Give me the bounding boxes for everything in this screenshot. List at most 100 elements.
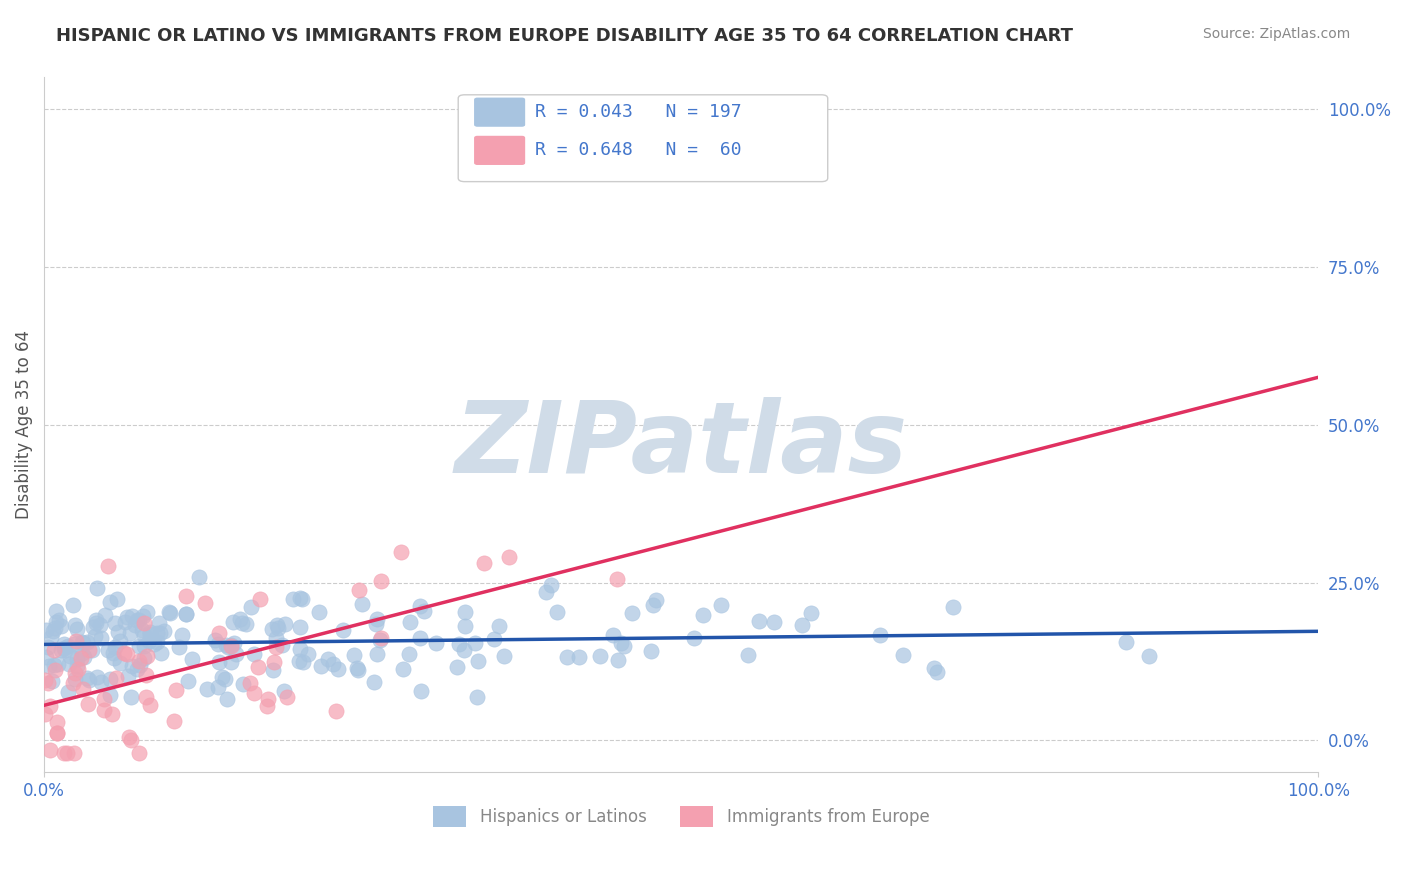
Point xyxy=(181,652,204,666)
Point xyxy=(149,626,172,640)
Point xyxy=(45,715,67,730)
Point xyxy=(409,631,432,645)
Point xyxy=(105,671,128,685)
Point xyxy=(800,606,823,620)
Point xyxy=(77,697,100,711)
Point xyxy=(63,618,86,632)
Point xyxy=(610,636,633,650)
Point xyxy=(453,643,475,657)
Point xyxy=(52,746,75,760)
Point xyxy=(411,683,433,698)
Point xyxy=(446,660,468,674)
Point xyxy=(644,593,666,607)
Point xyxy=(288,591,311,605)
Point xyxy=(84,629,107,643)
Point xyxy=(118,625,141,640)
Point xyxy=(58,657,80,672)
Point xyxy=(136,649,159,664)
Point xyxy=(297,647,319,661)
Point xyxy=(121,609,143,624)
Point xyxy=(170,628,193,642)
Point xyxy=(332,624,354,638)
Point xyxy=(214,672,236,686)
Point xyxy=(790,618,813,632)
Point xyxy=(45,725,67,739)
Point xyxy=(128,654,150,668)
Point xyxy=(128,613,150,627)
Point xyxy=(322,657,344,671)
Point xyxy=(148,615,170,630)
Point xyxy=(288,642,311,657)
Point xyxy=(464,636,486,650)
Point xyxy=(257,692,280,706)
Point xyxy=(465,690,488,704)
Point xyxy=(42,624,65,638)
Y-axis label: Disability Age 35 to 64: Disability Age 35 to 64 xyxy=(15,330,32,519)
Point xyxy=(193,597,215,611)
Point xyxy=(117,610,139,624)
Point xyxy=(45,604,67,618)
Point xyxy=(262,664,284,678)
Point xyxy=(72,681,94,696)
Point xyxy=(366,647,388,661)
Point xyxy=(195,681,218,696)
Point xyxy=(363,675,385,690)
Point xyxy=(63,666,86,681)
Point xyxy=(235,617,257,632)
Point xyxy=(98,688,121,702)
Point xyxy=(90,675,112,690)
Point xyxy=(488,619,510,633)
Point xyxy=(46,725,69,739)
Point xyxy=(56,640,79,654)
Text: R = 0.043   N = 197: R = 0.043 N = 197 xyxy=(534,103,741,121)
Point xyxy=(454,605,477,619)
Point xyxy=(347,582,370,597)
Point xyxy=(135,668,157,682)
Point xyxy=(249,591,271,606)
Point xyxy=(370,631,392,645)
Point xyxy=(37,640,59,655)
Point xyxy=(266,617,288,632)
Point xyxy=(271,638,294,652)
Point xyxy=(454,618,477,632)
Point xyxy=(264,640,287,655)
Point xyxy=(37,676,59,690)
Point xyxy=(492,649,515,664)
Point xyxy=(73,650,96,665)
Point xyxy=(274,616,297,631)
Point xyxy=(149,647,172,661)
Point xyxy=(103,646,125,660)
Point xyxy=(105,592,128,607)
Point xyxy=(364,617,387,632)
FancyBboxPatch shape xyxy=(458,95,828,182)
Point xyxy=(77,673,100,687)
Text: Source: ZipAtlas.com: Source: ZipAtlas.com xyxy=(1202,27,1350,41)
Point xyxy=(34,650,56,665)
Point xyxy=(219,638,242,652)
Point xyxy=(228,612,250,626)
Point xyxy=(131,609,153,624)
Point xyxy=(84,615,107,630)
FancyBboxPatch shape xyxy=(475,98,524,126)
Point xyxy=(215,638,238,652)
Point xyxy=(276,690,298,704)
Point xyxy=(132,615,155,630)
Point xyxy=(120,733,142,747)
Point xyxy=(139,625,162,640)
Point xyxy=(425,636,447,650)
Point xyxy=(409,599,432,614)
Point xyxy=(546,605,568,619)
Point xyxy=(93,691,115,706)
Point xyxy=(352,597,374,611)
Point xyxy=(38,699,60,714)
Point xyxy=(104,616,127,631)
Point xyxy=(482,632,505,647)
Point xyxy=(89,617,111,632)
Point xyxy=(117,669,139,683)
Point xyxy=(62,675,84,690)
Point xyxy=(84,613,107,627)
Point xyxy=(76,671,98,685)
Point xyxy=(157,605,180,619)
Point xyxy=(264,632,287,646)
Point xyxy=(114,615,136,629)
